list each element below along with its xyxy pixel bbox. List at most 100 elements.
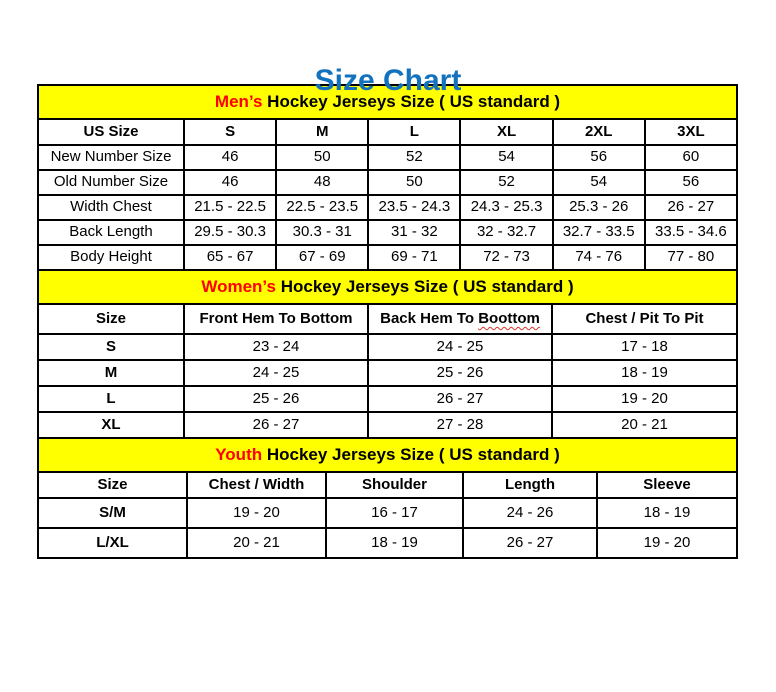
womens-size-table: Women’s Hockey Jerseys Size ( US standar… [37, 269, 738, 439]
size-value: 25.3 - 26 [551, 194, 646, 221]
table-row: S 23 - 24 24 - 25 17 - 18 [37, 333, 738, 361]
size-value: 24 - 26 [462, 497, 598, 529]
size-value: 48 [275, 169, 370, 196]
column-header: Chest / Width [186, 471, 327, 499]
size-value: 18 - 19 [596, 497, 738, 529]
column-header: Length [462, 471, 598, 499]
womens-column-header-row: Size Front Hem To Bottom Back Hem To Boo… [37, 303, 738, 335]
row-label: M [37, 359, 185, 387]
column-header: Front Hem To Bottom [183, 303, 369, 335]
womens-heading-text: Hockey Jerseys Size ( US standard ) [275, 276, 574, 296]
row-label: S/M [37, 497, 188, 529]
womens-section-header-row: Women’s Hockey Jerseys Size ( US standar… [37, 269, 738, 305]
column-header: Size [37, 303, 185, 335]
size-value: 20 - 21 [186, 527, 327, 559]
size-value: 22.5 - 23.5 [275, 194, 370, 221]
row-label: Width Chest [37, 194, 185, 221]
table-row: L/XL 20 - 21 18 - 19 26 - 27 19 - 20 [37, 527, 738, 559]
size-value: 25 - 26 [367, 359, 553, 387]
size-value: 29.5 - 30.3 [182, 219, 278, 246]
row-label: L [37, 385, 185, 413]
size-value: 26 - 27 [183, 411, 369, 439]
mens-size-table: Men’s Hockey Jerseys Size ( US standard … [37, 84, 739, 271]
womens-accent-label: Women’s [201, 276, 276, 296]
table-row: S/M 19 - 20 16 - 17 24 - 26 18 - 19 [37, 497, 738, 529]
youth-column-header-row: Size Chest / Width Shoulder Length Sleev… [37, 471, 738, 499]
size-value: 54 [551, 169, 646, 196]
row-label: Body Height [37, 244, 185, 271]
youth-accent-label: Youth [215, 444, 263, 464]
column-header: Sleeve [596, 471, 738, 499]
youth-heading-text: Hockey Jerseys Size ( US standard ) [262, 444, 560, 464]
table-row: Back Length 29.5 - 30.3 30.3 - 31 31 - 3… [37, 219, 739, 246]
table-row: L 25 - 26 26 - 27 19 - 20 [37, 385, 738, 413]
mens-accent-label: Men’s [214, 91, 263, 111]
size-value: 17 - 18 [551, 333, 738, 361]
column-header: L [367, 118, 462, 146]
youth-size-table: Youth Hockey Jerseys Size ( US standard … [37, 437, 738, 559]
size-value: 74 - 76 [551, 244, 646, 271]
row-label: L/XL [37, 527, 188, 559]
mens-section-header-row: Men’s Hockey Jerseys Size ( US standard … [37, 84, 738, 120]
table-row: Old Number Size 46 48 50 52 54 56 [37, 169, 739, 196]
row-label: S [37, 333, 185, 361]
page-title: Size Chart [314, 64, 462, 97]
mens-column-header-row: US Size S M L XL 2XL 3XL [37, 118, 739, 146]
size-value: 20 - 21 [551, 411, 738, 439]
size-value: 67 - 69 [275, 244, 370, 271]
column-header: US Size [37, 118, 185, 146]
size-value: 18 - 19 [551, 359, 738, 387]
column-header: XL [459, 118, 554, 146]
row-label: XL [37, 411, 185, 439]
column-header: 2XL [551, 118, 646, 146]
size-value: 19 - 20 [551, 385, 738, 413]
size-value: 32.7 - 33.5 [551, 219, 646, 246]
size-value: 56 [551, 144, 646, 171]
size-value: 72 - 73 [459, 244, 554, 271]
table-row: New Number Size 46 50 52 54 56 60 [37, 144, 739, 171]
size-value: 50 [367, 169, 462, 196]
row-label: New Number Size [37, 144, 185, 171]
size-value: 23.5 - 24.3 [367, 194, 462, 221]
size-value: 52 [367, 144, 462, 171]
size-value: 16 - 17 [325, 497, 464, 529]
size-value: 26 - 27 [643, 194, 739, 221]
youth-section-header-row: Youth Hockey Jerseys Size ( US standard … [37, 437, 738, 473]
column-header: Back Hem To Boottom [367, 303, 553, 335]
size-value: 50 [275, 144, 370, 171]
size-value: 24 - 25 [367, 333, 553, 361]
size-value: 32 - 32.7 [459, 219, 554, 246]
size-value: 46 [182, 144, 278, 171]
row-label: Back Length [37, 219, 185, 246]
size-value: 24 - 25 [183, 359, 369, 387]
mens-heading-text: Hockey Jerseys Size ( US standard ) [262, 91, 561, 111]
size-value: 30.3 - 31 [275, 219, 370, 246]
table-row: Body Height 65 - 67 67 - 69 69 - 71 72 -… [37, 244, 739, 271]
size-value: 46 [182, 169, 278, 196]
size-value: 27 - 28 [367, 411, 553, 439]
table-row: Width Chest 21.5 - 22.5 22.5 - 23.5 23.5… [37, 194, 739, 221]
misspelled-word: Boottom [478, 309, 540, 327]
size-value: 56 [643, 169, 739, 196]
size-value: 19 - 20 [186, 497, 327, 529]
size-value: 25 - 26 [183, 385, 369, 413]
size-value: 24.3 - 25.3 [459, 194, 554, 221]
column-header: Chest / Pit To Pit [551, 303, 738, 335]
column-header: Size [37, 471, 188, 499]
size-value: 65 - 67 [182, 244, 278, 271]
table-row: XL 26 - 27 27 - 28 20 - 21 [37, 411, 738, 439]
table-row: M 24 - 25 25 - 26 18 - 19 [37, 359, 738, 387]
size-value: 18 - 19 [325, 527, 464, 559]
size-value: 26 - 27 [367, 385, 553, 413]
size-value: 19 - 20 [596, 527, 738, 559]
size-value: 21.5 - 22.5 [182, 194, 278, 221]
column-header: M [275, 118, 370, 146]
size-value: 33.5 - 34.6 [643, 219, 739, 246]
column-header-text: Back Hem To [380, 309, 479, 327]
mens-section-header: Men’s Hockey Jerseys Size ( US standard … [37, 84, 738, 120]
size-value: 54 [459, 144, 554, 171]
column-header: Shoulder [325, 471, 464, 499]
size-value: 23 - 24 [183, 333, 369, 361]
size-value: 69 - 71 [367, 244, 462, 271]
